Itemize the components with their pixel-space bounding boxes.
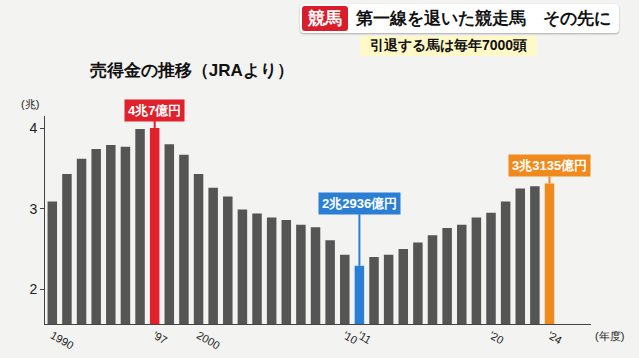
svg-text:4: 4 xyxy=(29,120,37,136)
svg-text:'24: '24 xyxy=(546,329,564,347)
svg-text:'11: '11 xyxy=(356,329,374,346)
svg-text:2兆2936億円: 2兆2936億円 xyxy=(322,196,397,211)
svg-text:3兆3135億円: 3兆3135億円 xyxy=(512,158,587,173)
html-text:競馬: 競馬 xyxy=(308,9,342,28)
svg-text:2000: 2000 xyxy=(195,329,222,352)
svg-text:'10: '10 xyxy=(341,329,359,347)
svg-text:1990: 1990 xyxy=(49,329,76,352)
html-text:第一線を退いた競走馬 その先に: 第一線を退いた競走馬 その先に xyxy=(356,9,611,28)
svg-text:'20: '20 xyxy=(487,329,505,347)
svg-text:3: 3 xyxy=(29,201,37,217)
svg-text:4兆7億円: 4兆7億円 xyxy=(128,103,181,118)
svg-text:売得金の推移（JRAより）: 売得金の推移（JRAより） xyxy=(90,61,294,80)
svg-text:(兆): (兆) xyxy=(21,98,39,110)
svg-text:'97: '97 xyxy=(151,329,169,347)
svg-text:2: 2 xyxy=(29,281,37,297)
html-text:引退する馬は毎年7000頭: 引退する馬は毎年7000頭 xyxy=(370,37,528,53)
svg-text:(年度): (年度) xyxy=(595,330,624,342)
